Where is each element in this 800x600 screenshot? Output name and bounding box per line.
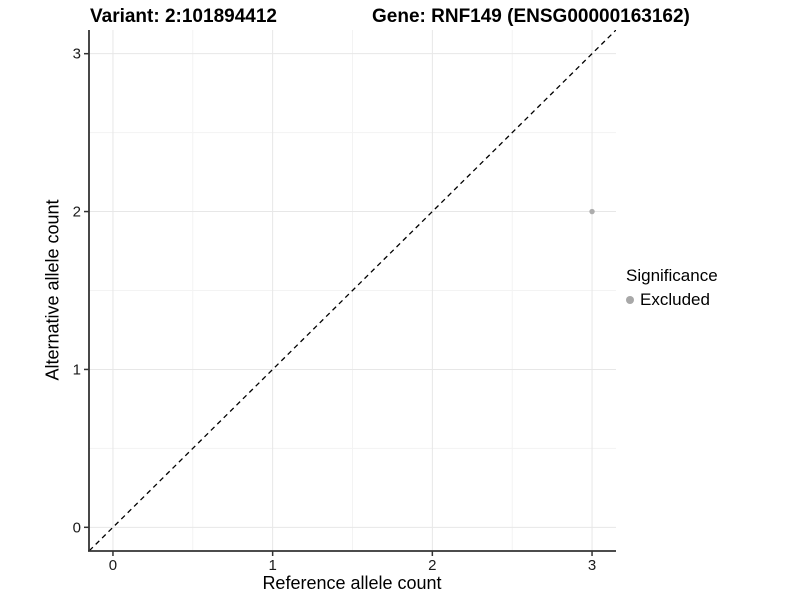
y-tick-label: 0 bbox=[73, 519, 81, 536]
legend-item-label: Excluded bbox=[640, 290, 710, 309]
grid-major bbox=[89, 30, 616, 551]
y-axis-title: Alternative allele count bbox=[42, 199, 63, 381]
x-tick-label: 1 bbox=[268, 557, 276, 574]
identity-line bbox=[89, 30, 616, 551]
legend-item-excluded: Excluded bbox=[626, 290, 718, 310]
plot-title: Variant: 2:101894412 Gene: RNF149 (ENSG0… bbox=[0, 6, 800, 30]
y-tick-label: 1 bbox=[73, 361, 81, 378]
x-tick-label: 0 bbox=[109, 557, 117, 574]
grid-minor bbox=[89, 30, 616, 551]
legend: Significance Excluded bbox=[626, 266, 718, 310]
gene-title: Gene: RNF149 (ENSG00000163162) bbox=[372, 6, 690, 27]
x-tick-label: 3 bbox=[588, 557, 596, 574]
x-tick-label: 2 bbox=[428, 557, 436, 574]
y-tick-label: 2 bbox=[73, 204, 81, 221]
variant-title: Variant: 2:101894412 bbox=[90, 6, 277, 27]
data-point bbox=[589, 208, 595, 215]
y-tick-label: 3 bbox=[73, 46, 81, 63]
excluded-point-icon bbox=[626, 296, 634, 304]
x-axis-title: Reference allele count bbox=[262, 573, 442, 593]
axis-ticks bbox=[84, 52, 593, 556]
legend-title: Significance bbox=[626, 266, 718, 285]
